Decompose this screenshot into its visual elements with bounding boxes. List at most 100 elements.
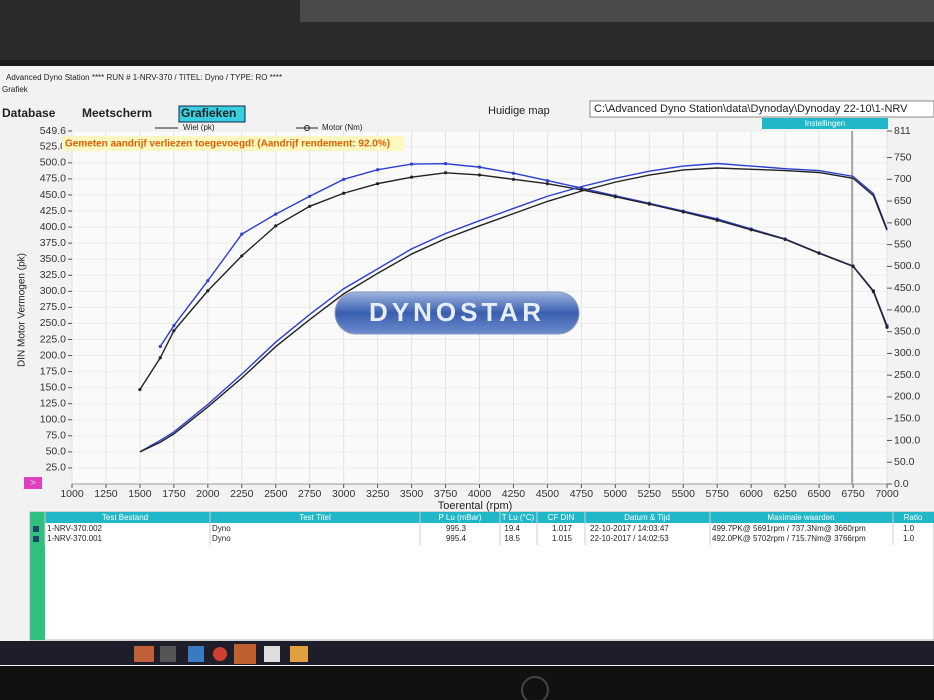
table-header: T Lu (°C) <box>502 513 535 522</box>
settings-label: Instellingen <box>805 119 845 128</box>
x-tick-label: 4250 <box>502 488 526 500</box>
y2-tick-label: 550 <box>894 238 912 250</box>
y2-tick-label: 100.0 <box>894 434 920 446</box>
y-tick-label: 125.0 <box>40 397 66 409</box>
y-tick-label: 325.0 <box>40 269 66 281</box>
curve-marker <box>172 329 176 333</box>
x-tick-label: 3750 <box>434 488 458 500</box>
x-axis-label: Toerental (rpm) <box>438 500 513 512</box>
taskbar-icon[interactable] <box>290 646 308 662</box>
table <box>29 511 934 641</box>
menu-item[interactable]: Meetscherm <box>82 106 152 120</box>
x-tick-label: 4500 <box>536 488 560 500</box>
curve-marker <box>342 191 346 195</box>
curve-marker <box>443 162 448 166</box>
y-tick-label: 200.0 <box>40 349 66 361</box>
x-tick-label: 5250 <box>638 488 662 500</box>
table-header-bg <box>45 512 934 523</box>
y-tick-label: 150.0 <box>40 381 66 393</box>
curve <box>139 162 888 453</box>
taskbar-icon[interactable] <box>264 646 280 662</box>
legend-label: Wiel (pk) <box>183 123 215 132</box>
x-tick-label: 1500 <box>128 488 152 500</box>
x-tick-label: 6000 <box>739 488 763 500</box>
y2-tick-label: 650 <box>894 195 912 207</box>
curve-marker <box>477 173 482 177</box>
x-tick-label: 6750 <box>841 488 865 500</box>
curve-marker <box>274 224 278 228</box>
y-tick-label: 549.6 <box>40 125 66 137</box>
menu-item[interactable]: Database <box>2 106 56 120</box>
x-tick-label: 6250 <box>773 488 797 500</box>
curve-marker <box>138 387 142 392</box>
menu-active[interactable] <box>178 105 246 123</box>
curve-marker <box>715 218 719 222</box>
x-tick-label: 1000 <box>60 488 84 500</box>
curve-marker <box>613 195 617 199</box>
curve-marker <box>342 177 346 181</box>
table-header: Test Titel <box>299 513 331 522</box>
curve-marker <box>477 165 482 169</box>
y-tick-label: 350.0 <box>40 253 66 265</box>
table-sidebar <box>30 512 45 640</box>
table-header: CF DIN <box>548 513 575 522</box>
table-cell: 1.0 <box>903 524 915 533</box>
table-cell: 19.4 <box>504 524 520 533</box>
curve-marker <box>158 344 162 349</box>
y-tick-label: 375.0 <box>40 237 66 249</box>
y2-tick-label: 500.0 <box>894 260 920 272</box>
legend-label: Motor (Nm) <box>322 123 363 132</box>
curve-marker <box>511 177 516 181</box>
y2-tick-label: 350.0 <box>894 325 920 337</box>
y2-tick-label: 150.0 <box>894 412 920 424</box>
table-cell: 995.3 <box>446 524 467 533</box>
y2-tick-label: 811 <box>894 125 911 137</box>
row-indicator[interactable] <box>33 526 39 532</box>
table-cell: 1-NRV-370.001 <box>47 534 103 543</box>
path-box[interactable] <box>589 100 934 118</box>
y-tick-label: 500.0 <box>40 157 66 169</box>
curve-marker <box>545 182 550 186</box>
curve-marker <box>274 212 278 216</box>
background <box>300 0 934 22</box>
y2-tick-label: 50.0 <box>894 456 915 468</box>
table-cell: Dyno <box>212 534 231 543</box>
hp-logo <box>521 676 549 700</box>
curve-marker <box>851 264 855 268</box>
table-cell: 1.015 <box>552 534 573 543</box>
curve-marker <box>749 228 753 232</box>
table-cell: 18.5 <box>504 534 520 543</box>
y-tick-label: 300.0 <box>40 285 66 297</box>
taskbar-icon[interactable] <box>160 646 176 662</box>
curve-marker <box>308 204 312 208</box>
taskbar-icon[interactable] <box>134 646 154 662</box>
x-tick-label: 3250 <box>366 488 390 500</box>
x-tick-label: 2500 <box>264 488 288 500</box>
taskbar-icon[interactable] <box>213 647 227 661</box>
nav-button[interactable] <box>24 477 42 489</box>
curve-marker <box>376 182 380 186</box>
series-layer <box>138 162 889 453</box>
table-cell: 22-10-2017 / 14:03:47 <box>590 524 669 533</box>
y-tick-label: 225.0 <box>40 333 66 345</box>
curve-marker <box>206 289 210 293</box>
y2-tick-label: 600 <box>894 217 912 229</box>
x-tick-label: 4000 <box>468 488 492 500</box>
table-header: Maximale waarden <box>767 513 834 522</box>
taskbar-icon[interactable] <box>188 646 204 662</box>
row-indicator[interactable] <box>33 536 39 542</box>
table-cell: 22-10-2017 / 14:02:53 <box>590 534 669 543</box>
curve-marker <box>240 254 244 258</box>
curve <box>139 167 888 453</box>
table-cell: 995.4 <box>446 534 467 543</box>
menu-item[interactable]: Grafieken <box>181 106 236 120</box>
table-cell: Dyno <box>212 524 231 533</box>
settings-button[interactable] <box>762 118 888 129</box>
x-tick-label: 4750 <box>570 488 594 500</box>
x-tick-label: 1250 <box>94 488 118 500</box>
y2-tick-label: 700 <box>894 173 912 185</box>
y-tick-label: 425.0 <box>40 205 66 217</box>
taskbar-icon[interactable] <box>234 644 256 664</box>
